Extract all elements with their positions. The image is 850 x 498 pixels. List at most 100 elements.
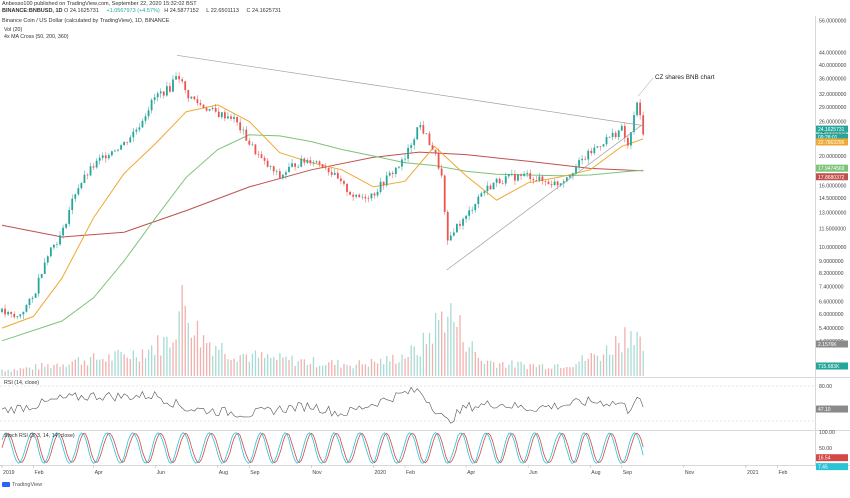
candle-body bbox=[65, 223, 68, 228]
candle-body bbox=[257, 154, 260, 155]
candle-body bbox=[333, 172, 336, 175]
volume-bar bbox=[630, 331, 632, 376]
candle-body bbox=[7, 311, 10, 315]
volume-bar bbox=[474, 351, 476, 376]
volume-bar bbox=[230, 359, 232, 376]
symbol-label: BINANCE:BNBUSD, 1D bbox=[2, 8, 63, 14]
volume-bar bbox=[294, 365, 296, 376]
volume-bar bbox=[566, 367, 568, 376]
volume-bar bbox=[13, 369, 15, 376]
time-axis-tick: Apr bbox=[467, 470, 475, 476]
candle-body bbox=[501, 183, 504, 184]
volume-bar bbox=[312, 357, 315, 376]
candle-body bbox=[327, 168, 330, 173]
candle-body bbox=[272, 166, 275, 172]
volume-bar bbox=[154, 354, 156, 376]
candle-body bbox=[404, 158, 406, 160]
change-value: +1.0567973 (+4.57%) bbox=[106, 8, 160, 14]
volume-bar bbox=[416, 355, 418, 376]
candle-body bbox=[507, 174, 510, 177]
candle-body bbox=[223, 112, 226, 119]
indicator-rsi-label[interactable]: RSI (14, close) bbox=[4, 380, 40, 386]
candle-body bbox=[86, 174, 89, 176]
candle-body bbox=[141, 120, 144, 128]
candle-body bbox=[611, 132, 614, 137]
volume-bar bbox=[126, 357, 128, 376]
volume-bar bbox=[514, 367, 516, 376]
volume-bar bbox=[202, 335, 205, 376]
volume-bar bbox=[285, 356, 287, 376]
price-axis-tick: 7.4000000 bbox=[819, 285, 844, 291]
candle-body bbox=[211, 107, 214, 109]
candle-body bbox=[498, 178, 501, 184]
price-axis-tick: 5.4000000 bbox=[819, 326, 844, 332]
volume-bar bbox=[86, 365, 89, 376]
volume-bar bbox=[83, 360, 86, 376]
annotation-pointer bbox=[637, 77, 654, 97]
candle-body bbox=[428, 133, 431, 146]
candle-body bbox=[590, 150, 593, 154]
time-axis-tick: Sep bbox=[623, 470, 632, 476]
candle-body bbox=[440, 168, 443, 176]
volume-bar bbox=[438, 319, 440, 376]
volume-bar bbox=[114, 351, 116, 376]
candle-body bbox=[40, 273, 43, 278]
volume-bar bbox=[456, 326, 458, 376]
tradingview-logo[interactable]: TradingView bbox=[2, 482, 42, 488]
candle-body bbox=[214, 107, 217, 112]
volume-bar bbox=[401, 354, 403, 376]
volume-bar bbox=[547, 368, 550, 376]
volume-bar bbox=[544, 369, 547, 376]
volume-bar bbox=[349, 365, 351, 376]
time-axis-tick: 2019 bbox=[3, 470, 15, 476]
candle-body bbox=[46, 256, 49, 263]
time-axis-tick: Jun bbox=[157, 470, 165, 476]
volume-bar bbox=[599, 360, 602, 376]
volume-bar bbox=[31, 369, 34, 376]
volume-bar bbox=[10, 371, 12, 376]
volume-bar bbox=[47, 364, 49, 376]
indicator-stoch-label[interactable]: Stoch RSI (3, 3, 14, 14, close) bbox=[4, 433, 75, 439]
volume-bar bbox=[572, 367, 574, 376]
volume-bar bbox=[89, 357, 92, 376]
volume-bar bbox=[205, 342, 208, 376]
candle-body bbox=[28, 298, 31, 306]
candle-body bbox=[288, 166, 290, 173]
volume-bar bbox=[593, 354, 596, 376]
volume-bar bbox=[25, 367, 28, 376]
candle-body bbox=[471, 210, 474, 211]
volume-bar bbox=[358, 360, 360, 376]
candle-body bbox=[483, 191, 486, 194]
price-label-text: 24.1625731 bbox=[818, 127, 845, 133]
low-label: L 22.6501113 bbox=[206, 8, 239, 14]
price-label-box bbox=[816, 125, 848, 133]
volume-bar bbox=[489, 360, 492, 376]
volume-bar bbox=[636, 331, 638, 376]
volume-bar bbox=[361, 364, 363, 376]
candle-body bbox=[59, 235, 61, 245]
volume-bar bbox=[370, 358, 373, 376]
time-axis-tick: Aug bbox=[591, 470, 600, 476]
indicator-ma-cross-label[interactable]: 4x MA Cross (50, 200, 360) bbox=[4, 34, 69, 40]
volume-bar bbox=[260, 352, 263, 376]
time-axis-tick: Jun bbox=[529, 470, 537, 476]
candle-body bbox=[126, 141, 129, 143]
candle-body bbox=[431, 145, 434, 150]
candle-body bbox=[291, 163, 293, 167]
candle-body bbox=[162, 91, 165, 96]
indicator-volume-label[interactable]: Vol (20) bbox=[4, 27, 23, 33]
open-label: O 24.1625731 bbox=[64, 8, 99, 14]
price-label-box bbox=[816, 164, 848, 172]
volume-bar bbox=[602, 354, 605, 376]
volume-bar bbox=[386, 356, 388, 376]
volume-bar bbox=[276, 359, 278, 376]
volume-bar bbox=[328, 362, 330, 376]
high-label: H 24.5877152 bbox=[164, 8, 199, 14]
volume-bar bbox=[53, 365, 55, 376]
volume-bar bbox=[480, 360, 483, 376]
stoch-d-line bbox=[1, 432, 644, 464]
stoch-axis-tick: 50.00 bbox=[819, 446, 832, 452]
volume-bar bbox=[309, 363, 312, 376]
candle-body bbox=[562, 181, 565, 184]
